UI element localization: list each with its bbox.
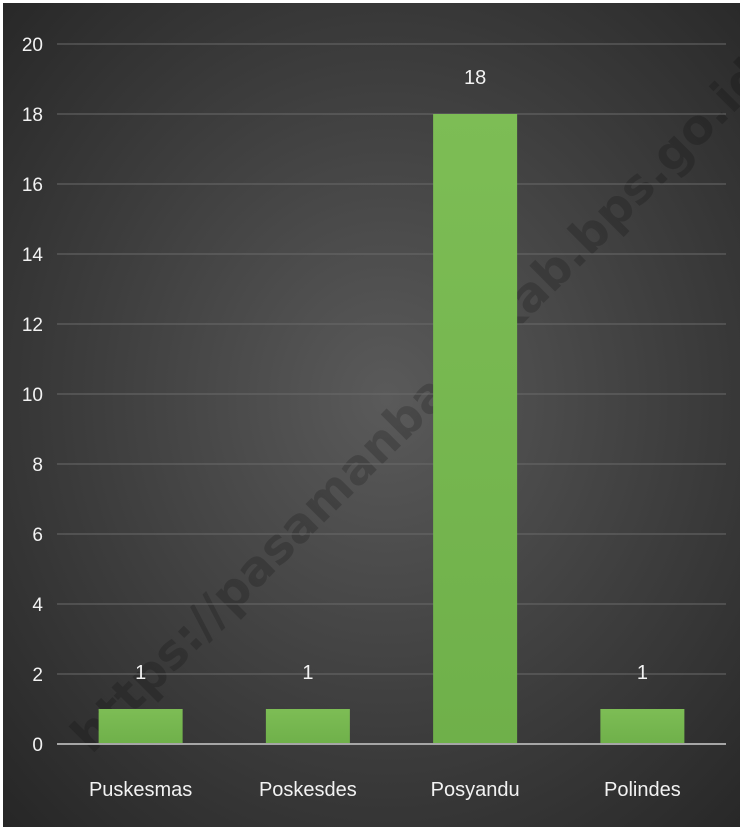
- data-label: 1: [637, 662, 648, 684]
- y-tick-label: 20: [22, 35, 43, 56]
- y-tick-label: 4: [32, 595, 43, 616]
- data-label: 1: [302, 662, 313, 684]
- x-axis-categories: Puskesmas Poskesdes Posyandu Polindes: [89, 779, 681, 801]
- data-label: 1: [135, 662, 146, 684]
- y-tick-label: 16: [22, 175, 43, 196]
- bars: [98, 114, 685, 744]
- data-label: 18: [464, 67, 486, 89]
- bar-puskesmas: [98, 709, 183, 744]
- data-labels: 1 1 18 1: [135, 67, 648, 684]
- category-label: Polindes: [604, 779, 681, 801]
- category-label: Poskesdes: [259, 779, 357, 801]
- y-tick-label: 10: [22, 385, 43, 406]
- bar-poskesdes: [265, 709, 350, 744]
- y-tick-label: 0: [32, 735, 43, 756]
- gridlines: [57, 43, 726, 675]
- y-tick-label: 14: [22, 245, 44, 266]
- y-tick-label: 6: [32, 525, 43, 546]
- category-label: Posyandu: [431, 779, 520, 801]
- y-tick-label: 12: [22, 315, 43, 336]
- category-label: Puskesmas: [89, 779, 192, 801]
- bar-chart: 0 2 4 6 8 10 12 14 16 18 20 1 1 18 1 Puskesmas Poskesd…: [22, 35, 726, 801]
- y-axis-ticks: 0 2 4 6 8 10 12 14 16 18 20: [22, 35, 44, 756]
- bar-polindes: [600, 709, 685, 744]
- y-tick-label: 8: [32, 455, 43, 476]
- bar-posyandu: [433, 114, 518, 744]
- y-tick-label: 2: [32, 665, 43, 686]
- y-tick-label: 18: [22, 105, 43, 126]
